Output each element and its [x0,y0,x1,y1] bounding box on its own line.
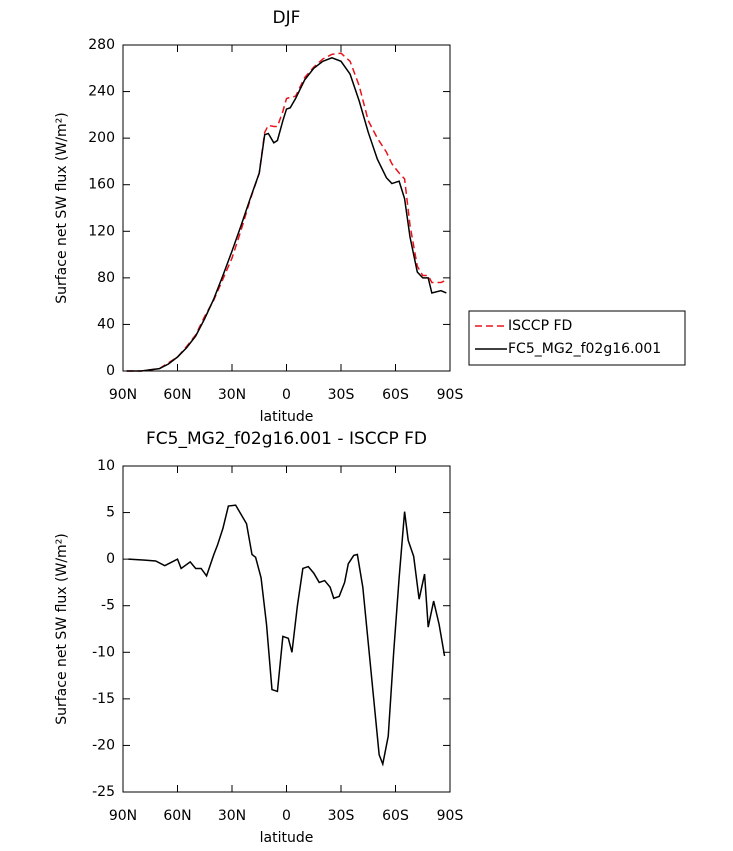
x-tick-label: 90S [437,808,464,824]
x-axis-label: latitude [260,830,314,846]
x-tick-label: 60S [382,387,409,403]
y-tick-label: -20 [92,737,115,753]
legend-box [468,310,686,366]
y-tick-label: 280 [88,37,115,53]
x-tick-label: 90N [109,808,137,824]
data-line [128,504,446,767]
y-tick-label: 160 [88,177,115,193]
x-tick-label: 90N [109,387,137,403]
legend-label: FC5_MG2_f02g16.001 [508,341,661,357]
y-tick-label: 0 [106,551,115,567]
y-tick-label: -15 [92,691,115,707]
data-line [126,52,447,372]
y-axis-label: Surface net SW flux (W/m²) [54,533,70,725]
x-tick-label: 90S [437,387,464,403]
x-axis-label: latitude [260,409,314,425]
y-tick-label: 5 [106,505,115,521]
x-tick-label: 30S [328,387,355,403]
chart-title: FC5_MG2_f02g16.001 - ISCCP FD [146,429,427,449]
y-axis-label: Surface net SW flux (W/m²) [54,112,70,304]
y-tick-label: 80 [97,270,115,286]
y-tick-label: 120 [88,223,115,239]
x-tick-label: 30N [218,387,246,403]
plot-frame [122,465,451,793]
x-tick-label: 30N [218,808,246,824]
y-tick-label: 200 [88,130,115,146]
x-tick-label: 30S [328,808,355,824]
y-tick-label: 10 [97,458,115,474]
y-tick-label: -10 [92,644,115,660]
x-tick-label: 60N [163,387,191,403]
y-tick-label: 0 [106,363,115,379]
chart-title: DJF [273,8,301,28]
x-tick-label: 0 [282,808,291,824]
plot-frame [122,44,451,372]
y-tick-label: 40 [97,316,115,332]
x-tick-label: 0 [282,387,291,403]
x-tick-label: 60S [382,808,409,824]
y-tick-label: -25 [92,784,115,800]
y-tick-label: 240 [88,84,115,100]
y-tick-label: -5 [101,598,115,614]
x-tick-label: 60N [163,808,191,824]
data-line [126,57,447,372]
legend-label: ISCCP FD [508,318,572,334]
